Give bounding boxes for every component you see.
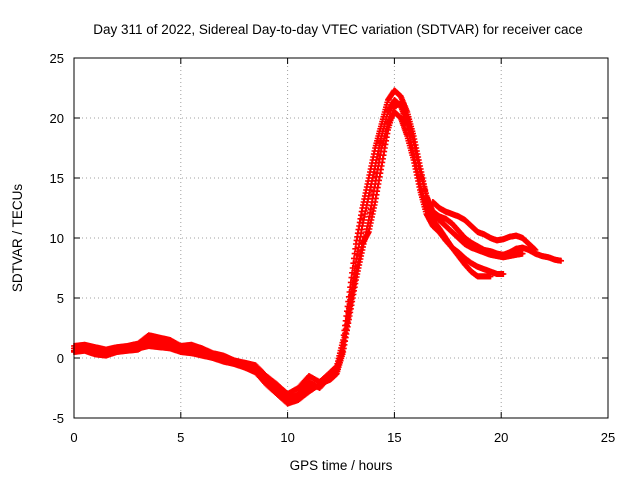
y-tick-label: -5	[52, 411, 64, 426]
x-tick-label: 15	[387, 430, 401, 445]
y-tick-label: 20	[50, 111, 64, 126]
data-point	[519, 250, 526, 257]
axis-ticks	[73, 57, 609, 419]
data-point	[532, 247, 539, 253]
y-tick-label: 5	[57, 291, 64, 306]
y-tick-label: 10	[50, 231, 64, 246]
x-tick-label: 20	[494, 430, 508, 445]
y-tick-label: 25	[50, 51, 64, 66]
y-tick-label: 15	[50, 171, 64, 186]
x-tick-label: 0	[70, 430, 77, 445]
data-points	[71, 87, 565, 407]
chart-title: Day 311 of 2022, Sidereal Day-to-day VTE…	[93, 22, 582, 37]
tick-labels: 0 5 10 15 20 25 -5 0 5 10 15 20 25	[50, 51, 616, 445]
grid-lines	[74, 58, 608, 418]
data-point	[500, 271, 507, 277]
data-point	[558, 257, 565, 264]
x-tick-label: 5	[177, 430, 184, 445]
y-tick-label: 0	[57, 351, 64, 366]
x-tick-label: 10	[280, 430, 294, 445]
x-axis-label: GPS time / hours	[290, 458, 393, 473]
x-tick-label: 25	[601, 430, 615, 445]
y-axis-label: SDTVAR / TECUs	[10, 184, 25, 293]
